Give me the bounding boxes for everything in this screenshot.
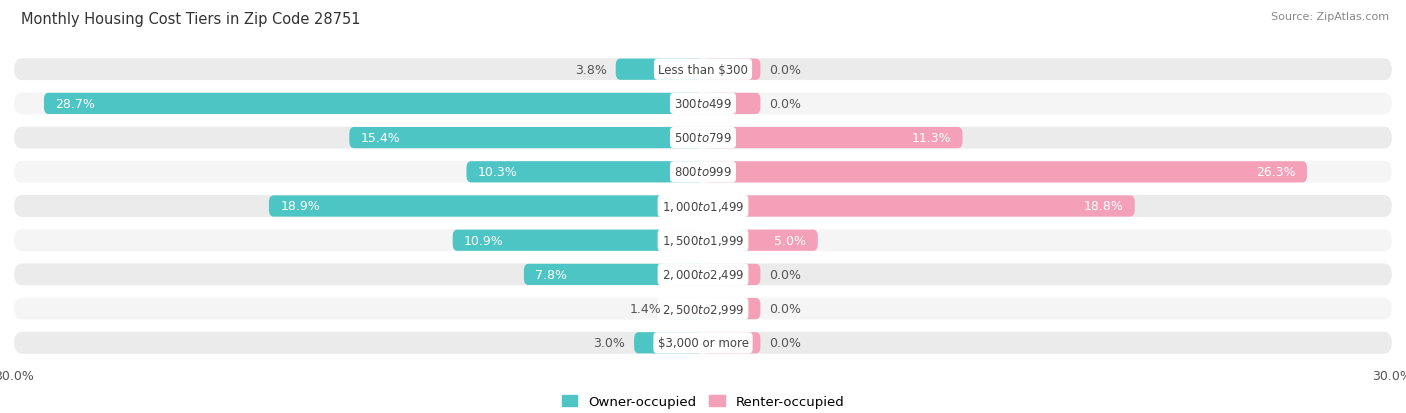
- Text: 7.8%: 7.8%: [536, 268, 568, 281]
- FancyBboxPatch shape: [703, 94, 761, 115]
- FancyBboxPatch shape: [14, 298, 1392, 320]
- FancyBboxPatch shape: [14, 161, 1392, 183]
- FancyBboxPatch shape: [634, 332, 703, 354]
- Text: 5.0%: 5.0%: [775, 234, 807, 247]
- Text: 18.8%: 18.8%: [1084, 200, 1123, 213]
- FancyBboxPatch shape: [14, 93, 1392, 115]
- Text: 0.0%: 0.0%: [769, 268, 801, 281]
- Text: $800 to $999: $800 to $999: [673, 166, 733, 179]
- Text: 3.0%: 3.0%: [593, 337, 624, 349]
- Text: $2,500 to $2,999: $2,500 to $2,999: [662, 302, 744, 316]
- Text: 0.0%: 0.0%: [769, 337, 801, 349]
- FancyBboxPatch shape: [467, 162, 703, 183]
- Text: $1,000 to $1,499: $1,000 to $1,499: [662, 199, 744, 214]
- Text: $500 to $799: $500 to $799: [673, 132, 733, 145]
- FancyBboxPatch shape: [14, 196, 1392, 217]
- Text: $300 to $499: $300 to $499: [673, 97, 733, 111]
- FancyBboxPatch shape: [14, 264, 1392, 286]
- Text: 28.7%: 28.7%: [55, 97, 96, 111]
- Text: $1,500 to $1,999: $1,500 to $1,999: [662, 234, 744, 248]
- Legend: Owner-occupied, Renter-occupied: Owner-occupied, Renter-occupied: [557, 390, 849, 413]
- FancyBboxPatch shape: [349, 128, 703, 149]
- Text: 0.0%: 0.0%: [769, 97, 801, 111]
- FancyBboxPatch shape: [269, 196, 703, 217]
- FancyBboxPatch shape: [703, 196, 1135, 217]
- FancyBboxPatch shape: [453, 230, 703, 251]
- Text: Less than $300: Less than $300: [658, 64, 748, 76]
- FancyBboxPatch shape: [703, 298, 761, 319]
- Text: 0.0%: 0.0%: [769, 302, 801, 316]
- FancyBboxPatch shape: [14, 127, 1392, 149]
- Text: 26.3%: 26.3%: [1256, 166, 1295, 179]
- FancyBboxPatch shape: [703, 264, 761, 285]
- Text: Source: ZipAtlas.com: Source: ZipAtlas.com: [1271, 12, 1389, 22]
- FancyBboxPatch shape: [14, 332, 1392, 354]
- FancyBboxPatch shape: [671, 298, 703, 319]
- FancyBboxPatch shape: [703, 332, 761, 354]
- FancyBboxPatch shape: [703, 230, 818, 251]
- FancyBboxPatch shape: [703, 162, 1308, 183]
- Text: 11.3%: 11.3%: [911, 132, 950, 145]
- Text: 10.9%: 10.9%: [464, 234, 503, 247]
- Text: Monthly Housing Cost Tiers in Zip Code 28751: Monthly Housing Cost Tiers in Zip Code 2…: [21, 12, 360, 27]
- FancyBboxPatch shape: [14, 59, 1392, 81]
- Text: 0.0%: 0.0%: [769, 64, 801, 76]
- FancyBboxPatch shape: [44, 94, 703, 115]
- Text: 3.8%: 3.8%: [575, 64, 606, 76]
- Text: 18.9%: 18.9%: [280, 200, 321, 213]
- FancyBboxPatch shape: [616, 59, 703, 81]
- FancyBboxPatch shape: [524, 264, 703, 285]
- FancyBboxPatch shape: [14, 230, 1392, 252]
- Text: 15.4%: 15.4%: [361, 132, 401, 145]
- FancyBboxPatch shape: [703, 128, 963, 149]
- Text: $2,000 to $2,499: $2,000 to $2,499: [662, 268, 744, 282]
- Text: 1.4%: 1.4%: [630, 302, 662, 316]
- Text: 10.3%: 10.3%: [478, 166, 517, 179]
- Text: $3,000 or more: $3,000 or more: [658, 337, 748, 349]
- FancyBboxPatch shape: [703, 59, 761, 81]
